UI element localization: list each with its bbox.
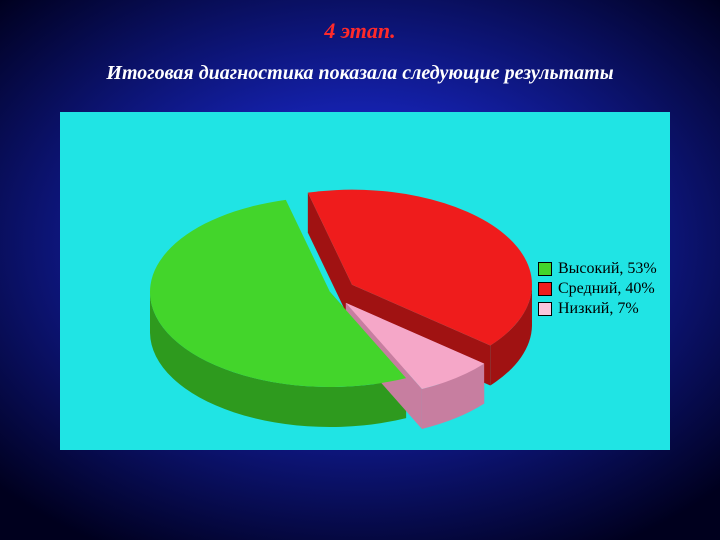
legend-swatch xyxy=(538,282,552,296)
legend-item: Низкий, 7% xyxy=(538,300,657,318)
slide: 4 этап. Итоговая диагностика показала сл… xyxy=(0,0,720,540)
chart-legend: Высокий, 53% Средний, 40% Низкий, 7% xyxy=(538,260,657,320)
page-subtitle: Итоговая диагностика показала следующие … xyxy=(0,62,720,85)
legend-label: Средний, 40% xyxy=(558,280,655,298)
legend-swatch xyxy=(538,262,552,276)
legend-label: Высокий, 53% xyxy=(558,260,657,278)
pie-chart: Высокий, 53% Средний, 40% Низкий, 7% xyxy=(60,112,670,450)
legend-item: Высокий, 53% xyxy=(538,260,657,278)
stage-title: 4 этап. xyxy=(0,18,720,44)
legend-swatch xyxy=(538,302,552,316)
legend-item: Средний, 40% xyxy=(538,280,657,298)
legend-label: Низкий, 7% xyxy=(558,300,639,318)
